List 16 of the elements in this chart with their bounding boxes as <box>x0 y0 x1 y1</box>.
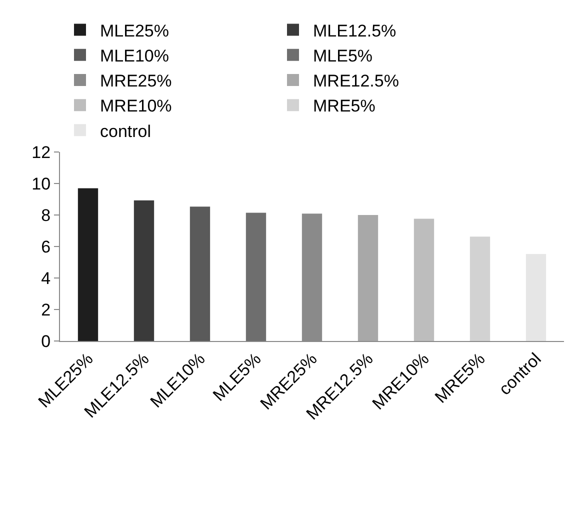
y-tick-label: 12 <box>32 142 51 162</box>
y-tick-label: 8 <box>41 206 51 225</box>
y-tick-label: 4 <box>41 268 51 288</box>
legend-label: MRE10% <box>100 96 172 116</box>
legend-label: control <box>100 122 152 141</box>
legend-label: MLE10% <box>100 46 169 66</box>
y-tick-label: 6 <box>41 237 51 256</box>
legend-label: MLE5% <box>313 46 373 66</box>
legend-label: MRE12.5% <box>313 72 399 91</box>
y-tick-label: 0 <box>41 332 51 351</box>
legend-label: MLE25% <box>100 21 169 40</box>
legend-label: MLE12.5% <box>313 21 396 40</box>
legend-label: MRE25% <box>100 72 172 91</box>
legend-label: MRE5% <box>313 96 376 116</box>
y-tick-label: 10 <box>32 174 51 194</box>
y-tick-label: 2 <box>41 300 51 320</box>
